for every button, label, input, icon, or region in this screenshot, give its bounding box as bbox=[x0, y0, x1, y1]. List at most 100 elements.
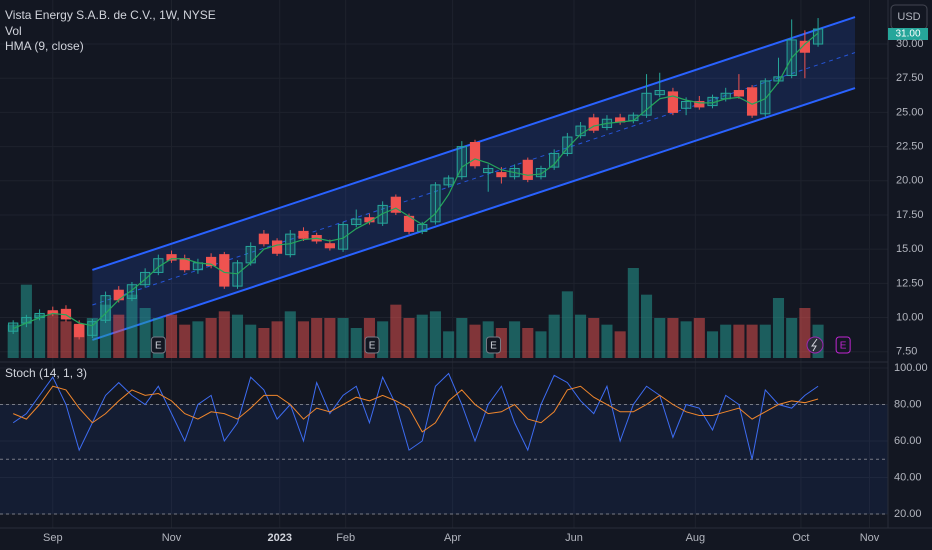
currency[interactable]: USD bbox=[897, 11, 920, 23]
volume-bar bbox=[337, 318, 349, 358]
hma-line bbox=[12, 32, 819, 330]
volume-bar bbox=[60, 321, 72, 358]
volume-bar bbox=[311, 318, 323, 358]
candle-body bbox=[694, 100, 705, 108]
volume-bar bbox=[271, 321, 283, 358]
y-tick-label: 25.00 bbox=[896, 106, 924, 118]
volume-bar bbox=[535, 331, 547, 358]
stoch-d bbox=[13, 385, 819, 433]
volume-bar bbox=[640, 294, 653, 358]
legend-title: Vista Energy S.A.B. de C.V., 1W, NYSE bbox=[5, 8, 216, 22]
volume-bar bbox=[350, 328, 362, 358]
candle-body bbox=[496, 172, 507, 178]
volume-bar bbox=[601, 324, 613, 358]
volume-bar bbox=[403, 318, 415, 358]
candle-body bbox=[549, 152, 560, 168]
volume-bar bbox=[297, 321, 310, 358]
volume-bar bbox=[245, 324, 257, 358]
legend-hma: HMA (9, close) bbox=[5, 39, 84, 53]
candle-body bbox=[351, 218, 362, 226]
dividend-icon[interactable] bbox=[806, 336, 824, 354]
volume-bar bbox=[443, 331, 455, 358]
stoch-tick-label: 60.00 bbox=[894, 435, 922, 447]
legend-volume: Vol bbox=[5, 24, 22, 38]
candle-body bbox=[667, 91, 679, 113]
candle-body bbox=[179, 258, 190, 271]
volume-bar bbox=[495, 328, 507, 358]
candle-body bbox=[456, 146, 467, 178]
candle-body bbox=[390, 196, 401, 213]
volume-bar bbox=[548, 314, 560, 358]
volume-bar bbox=[469, 324, 481, 358]
candle-body bbox=[799, 40, 810, 53]
x-tick-label: Sep bbox=[43, 532, 63, 544]
y-tick-label: 20.00 bbox=[896, 175, 924, 187]
volume-bar bbox=[720, 324, 732, 358]
y-tick-label: 30.00 bbox=[896, 38, 924, 50]
volume-bar bbox=[139, 308, 151, 358]
volume-bar bbox=[218, 311, 230, 358]
volume-bar bbox=[799, 308, 811, 358]
x-tick-label: Aug bbox=[686, 532, 706, 544]
volume-bar bbox=[126, 294, 138, 358]
candle-body bbox=[87, 321, 98, 336]
stoch-tick-label: 100.00 bbox=[894, 362, 928, 374]
volume-bar bbox=[205, 318, 217, 358]
volume-bar bbox=[165, 314, 178, 358]
stoch-tick-label: 80.00 bbox=[894, 398, 922, 410]
candle-body bbox=[562, 136, 573, 154]
event-label: E bbox=[369, 341, 376, 352]
volume-bar bbox=[192, 321, 204, 358]
volume-bar bbox=[113, 314, 125, 358]
candle-body bbox=[232, 262, 243, 287]
volume-bar bbox=[522, 328, 534, 358]
candle-body bbox=[417, 224, 428, 232]
volume-bar bbox=[733, 324, 745, 358]
candle-body bbox=[205, 256, 217, 267]
event-badge bbox=[485, 336, 501, 354]
event-badge bbox=[835, 336, 851, 354]
candle-body bbox=[588, 117, 599, 131]
volume-bar bbox=[759, 324, 771, 358]
y-tick-label: 10.00 bbox=[896, 311, 924, 323]
candle-body bbox=[681, 100, 692, 109]
y-tick-label: 7.50 bbox=[896, 346, 917, 358]
stoch-tick-label: 40.00 bbox=[894, 471, 922, 483]
candle-body bbox=[746, 87, 758, 116]
volume-bar bbox=[100, 304, 112, 358]
volume-bar bbox=[456, 318, 468, 358]
volume-bar bbox=[34, 314, 46, 358]
candle-body bbox=[773, 76, 784, 82]
volume-bar bbox=[693, 318, 705, 358]
event-badge bbox=[364, 336, 380, 354]
candle-body bbox=[245, 245, 256, 264]
volume-bar bbox=[680, 321, 692, 358]
x-tick-label: 2023 bbox=[267, 532, 291, 544]
candle-body bbox=[469, 142, 481, 167]
stoch-k bbox=[12, 372, 819, 460]
candle-body bbox=[166, 254, 177, 261]
volume-bar bbox=[324, 318, 336, 358]
volume-bar bbox=[627, 268, 639, 358]
volume-bar bbox=[588, 318, 600, 358]
candle-body bbox=[298, 230, 309, 239]
candle-body bbox=[153, 258, 164, 273]
volume-bar bbox=[706, 331, 719, 358]
y-tick-label: 22.50 bbox=[896, 141, 924, 153]
event-label: E bbox=[155, 341, 162, 352]
volume-bar bbox=[654, 318, 666, 358]
candle-body bbox=[733, 90, 745, 97]
volume-bar bbox=[284, 311, 296, 358]
x-tick-label: Feb bbox=[336, 532, 355, 544]
x-tick-label: Oct bbox=[792, 532, 809, 544]
candle-body bbox=[522, 159, 533, 180]
candle-body bbox=[641, 92, 652, 116]
volume-bar bbox=[786, 318, 798, 358]
y-tick-label: 17.50 bbox=[896, 209, 924, 221]
volume-bar bbox=[377, 321, 389, 358]
x-tick-label: Apr bbox=[444, 532, 461, 544]
lightning bbox=[811, 338, 818, 352]
